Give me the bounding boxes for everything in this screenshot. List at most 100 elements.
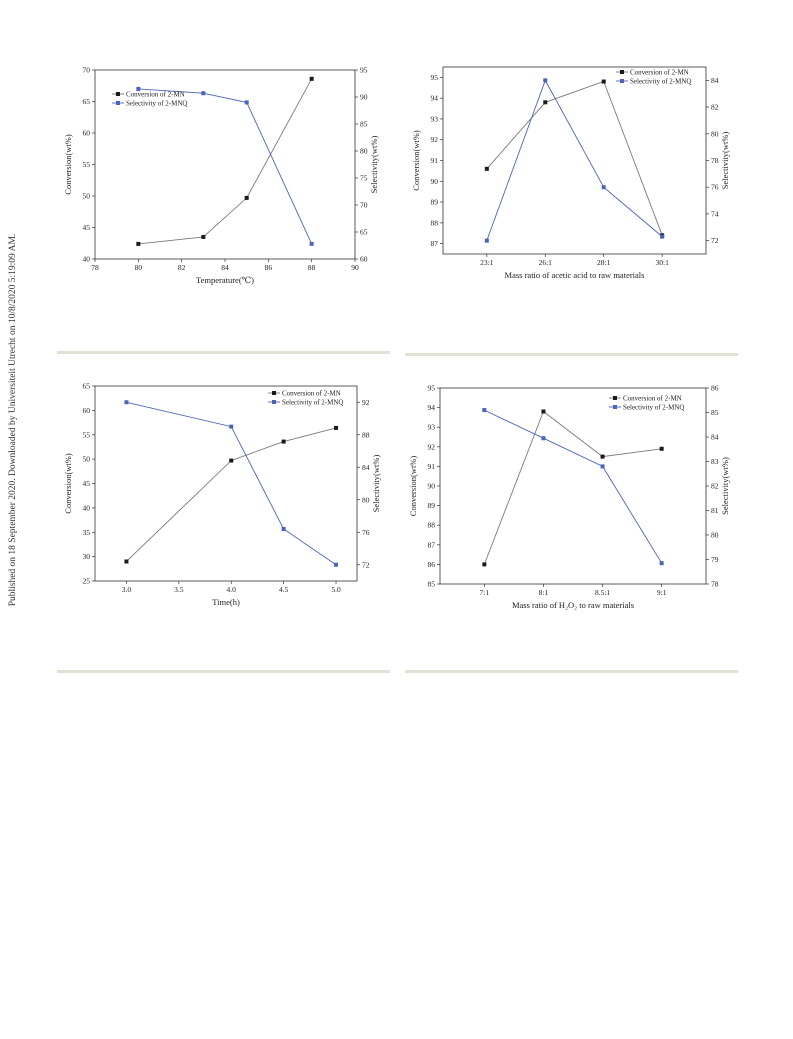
y-tick-label: 89: [431, 198, 439, 207]
y-tick-label: 95: [431, 73, 439, 82]
chart-svg: 23:1 26:1 28:1 30:1 87 88 89 90 91 92 93 94 95 72 74 76…: [411, 66, 730, 280]
y-tick-label: 50: [83, 455, 91, 464]
chart-h2o2-ratio: 7:1 8:1 8.5:1 9:1 85 86 87 88 89 90 91 92 93 94 95 78 79…: [408, 378, 738, 613]
y2-tick-label: 88: [362, 430, 370, 439]
y2-tick-label: 80: [711, 129, 719, 138]
legend-label: Selectivity of 2-MNQ: [282, 399, 343, 407]
y2-tick-label: 65: [360, 228, 368, 237]
conversion-point: [201, 234, 206, 239]
chart-svg: 3.0 3.5 4.0 4.5 5.0 25 30 35 40 45 50 55 60 65 72 76 80 8…: [63, 382, 381, 608]
separator-rule: [405, 353, 738, 356]
y-tick-label: 65: [83, 97, 91, 106]
y-tick-label: 40: [83, 503, 91, 512]
y-tick-label: 88: [431, 218, 439, 227]
legend-marker: [272, 391, 276, 395]
y-tick-label: 91: [431, 156, 439, 165]
y-tick-label: 89: [428, 501, 436, 510]
y2-tick-label: 72: [711, 236, 719, 245]
selectivity-line: [486, 79, 663, 241]
legend-marker: [272, 400, 276, 404]
y2-tick-label: 85: [711, 408, 719, 417]
y2-tick-label: 72: [362, 560, 370, 569]
y-tick-label: 92: [431, 135, 439, 144]
y-tick-label: 55: [83, 160, 91, 169]
y2-tick-label: 84: [711, 76, 719, 85]
y-axis-title: Conversion(wt%): [408, 456, 418, 517]
legend-label: Conversion of 2-MN: [630, 69, 689, 77]
plot-frame: [439, 387, 707, 585]
y2-tick-label: 83: [711, 457, 719, 466]
y2-tick-label: 84: [362, 463, 370, 472]
x-axis-title: Mass ratio of H₂O₂ to raw materials: [512, 600, 634, 610]
selectivity-point: [334, 562, 339, 567]
x-tick-label: 28:1: [597, 258, 611, 267]
legend-marker: [620, 70, 624, 74]
selectivity-line: [138, 88, 313, 245]
y2-tick-label: 75: [360, 174, 368, 183]
chart-acetic-acid-ratio: 23:1 26:1 28:1 30:1 87 88 89 90 91 92 93 94 95 72 74 76…: [408, 60, 738, 295]
y-tick-label: 91: [428, 462, 436, 471]
y2-tick-label: 60: [360, 255, 368, 264]
chart-temperature: 78 80 82 84 86 88 90 40 45 50 55 60 65 70 60 65 70 75 80 85…: [60, 60, 390, 295]
y2-tick-label: 80: [362, 495, 370, 504]
chart-svg: 78 80 82 84 86 88 90 40 45 50 55 60 65 70 60 65 70 75 80 85…: [63, 66, 379, 286]
legend-label: Conversion of 2-MN: [126, 91, 185, 99]
conversion-point: [136, 241, 141, 246]
y-tick-label: 60: [83, 129, 91, 138]
conversion-point: [244, 195, 249, 200]
y2-tick-label: 86: [711, 384, 719, 393]
x-tick-label: 84: [221, 263, 229, 272]
conversion-point: [281, 439, 286, 444]
x-tick-label: 7:1: [480, 588, 490, 597]
y-tick-label: 70: [83, 66, 91, 75]
side-note-text: Published on 18 September 2020. Download…: [8, 233, 18, 607]
selectivity-point: [124, 400, 129, 405]
y2-tick-label: 70: [360, 201, 368, 210]
conversion-point: [484, 166, 489, 171]
separator-rule: [57, 351, 390, 354]
y-tick-label: 90: [431, 177, 439, 186]
chart-time: 3.0 3.5 4.0 4.5 5.0 25 30 35 40 45 50 55 60 65 72 76 80 8…: [60, 378, 390, 613]
selectivity-line: [484, 409, 663, 564]
legend-marker: [613, 396, 617, 400]
y-tick-label: 93: [431, 114, 439, 123]
x-tick-label: 9:1: [657, 588, 667, 597]
x-tick-label: 3.0: [122, 585, 132, 594]
selectivity-point: [541, 436, 546, 441]
conversion-point: [482, 562, 487, 567]
download-side-note: Published on 18 September 2020. Download…: [6, 200, 20, 640]
legend-label: Selectivity of 2-MNQ: [630, 78, 691, 86]
selectivity-point: [281, 527, 286, 531]
x-tick-label: 5.0: [331, 585, 341, 594]
y2-tick-label: 92: [362, 398, 370, 407]
conversion-point: [309, 76, 314, 81]
x-tick-label: 30:1: [655, 258, 669, 267]
y-axis-title: Conversion(wt%): [63, 453, 73, 514]
y2-tick-label: 74: [711, 209, 719, 218]
y-tick-label: 55: [83, 430, 91, 439]
y-tick-label: 93: [428, 423, 436, 432]
conversion-point: [600, 454, 605, 459]
selectivity-point: [600, 464, 605, 469]
selectivity-point: [543, 78, 548, 83]
x-tick-label: 78: [91, 263, 99, 272]
y-tick-label: 50: [83, 192, 91, 201]
selectivity-point: [660, 234, 665, 239]
x-tick-label: 4.0: [227, 585, 237, 594]
y-tick-label: 95: [428, 384, 436, 393]
y-tick-label: 86: [428, 560, 436, 569]
x-tick-label: 88: [308, 263, 316, 272]
y2-axis-title: Selectivity(wt%): [371, 455, 381, 513]
y-tick-label: 60: [83, 406, 91, 415]
conversion-line: [486, 80, 663, 236]
y-tick-label: 88: [428, 521, 436, 530]
y2-tick-label: 78: [711, 580, 719, 589]
x-tick-label: 26:1: [539, 258, 553, 267]
x-tick-label: 82: [178, 263, 186, 272]
selectivity-point: [601, 185, 606, 190]
chart-svg: 7:1 8:1 8.5:1 9:1 85 86 87 88 89 90 91 92 93 94 95 78 79…: [408, 384, 730, 611]
y-axis-title: Conversion(wt%): [63, 134, 73, 195]
selectivity-line: [126, 401, 337, 566]
